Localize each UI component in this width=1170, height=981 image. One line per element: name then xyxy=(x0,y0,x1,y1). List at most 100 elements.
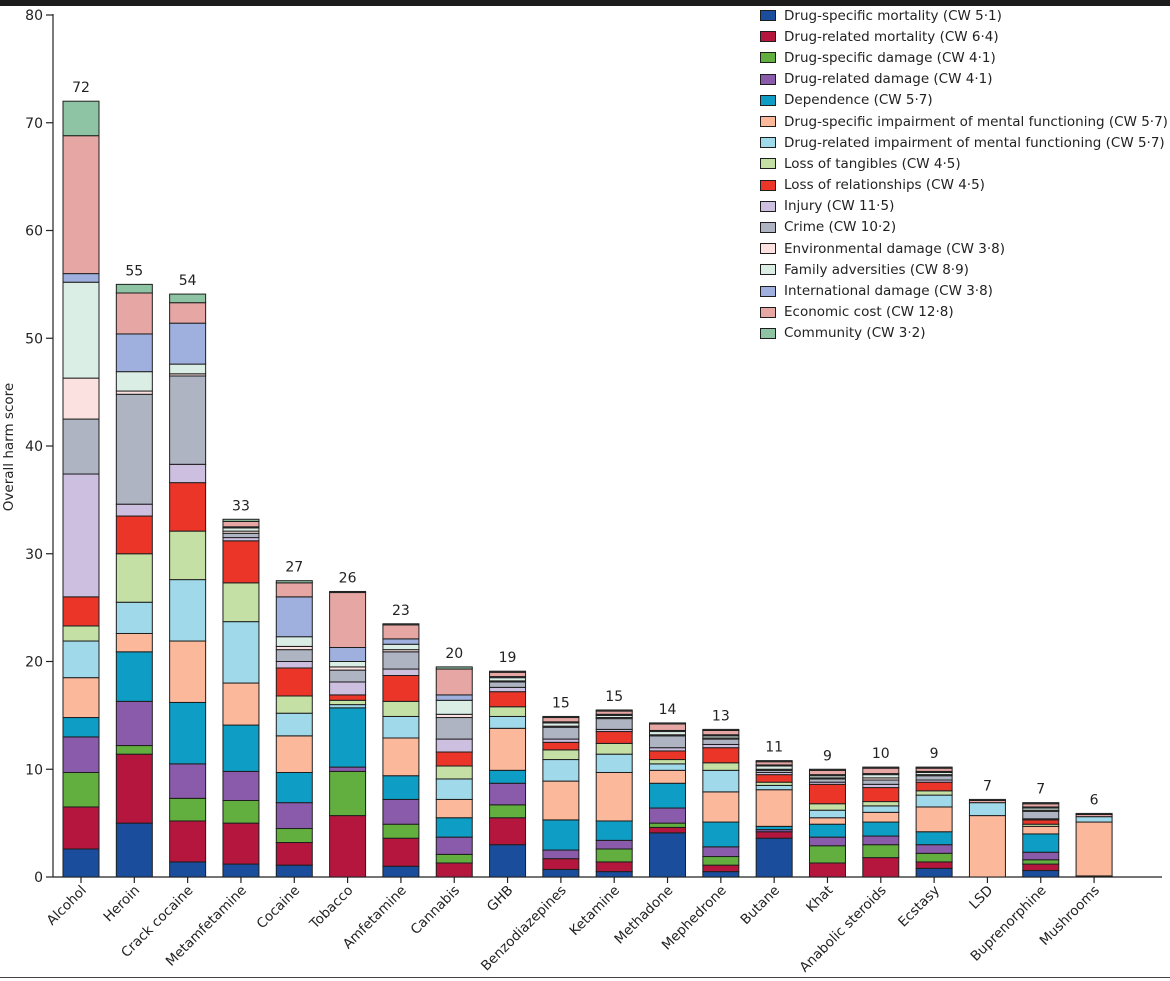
legend-label: Dependence (CW 5·7) xyxy=(784,92,933,109)
bar-segment xyxy=(915,852,953,863)
bar-total-label: 33 xyxy=(232,498,250,514)
legend-item: Drug-related mortality (CW 6·4) xyxy=(760,26,1168,47)
bar-segment xyxy=(968,798,1006,801)
bar-segment xyxy=(275,864,313,878)
bar-segment xyxy=(915,766,953,769)
bar-segment xyxy=(169,701,207,765)
bar-segment xyxy=(542,868,580,878)
bar-segment xyxy=(542,726,580,740)
bar-segment xyxy=(115,553,153,603)
bar-segment xyxy=(275,636,313,647)
bar-total-label: 10 xyxy=(872,746,890,762)
bar-segment xyxy=(275,667,313,697)
legend-swatch xyxy=(760,285,776,297)
bar-segment xyxy=(382,668,420,677)
bar-segment xyxy=(542,715,580,719)
legend-item: Drug-related impairment of mental functi… xyxy=(760,132,1168,153)
bar-segment xyxy=(915,806,953,833)
legend-label: Drug-related impairment of mental functi… xyxy=(784,134,1165,151)
bar-segment xyxy=(702,864,740,873)
bar-segment xyxy=(435,694,473,701)
bar-segment xyxy=(329,681,367,696)
bar-segment xyxy=(435,798,473,819)
y-axis-label: Overall harm score xyxy=(1,383,17,511)
bar-segment xyxy=(542,858,580,870)
legend-swatch xyxy=(760,137,776,149)
bar-total-label: 15 xyxy=(552,695,570,711)
bar-segment xyxy=(702,856,740,866)
bar-segment xyxy=(382,675,420,702)
legend-label: Drug-specific mortality (CW 5·1) xyxy=(784,7,1002,24)
bar-total-label: 13 xyxy=(712,708,730,724)
legend-swatch xyxy=(760,327,776,339)
bar-segment xyxy=(222,540,260,584)
legend-label: Environmental damage (CW 3·8) xyxy=(784,240,1006,257)
bar-segment xyxy=(1022,825,1060,835)
bar-segment xyxy=(968,802,1006,817)
bar-segment xyxy=(755,831,793,839)
legend-swatch xyxy=(760,243,776,255)
bar-segment xyxy=(169,640,207,703)
bar-segment xyxy=(62,377,100,420)
bar-total-label: 11 xyxy=(765,740,783,756)
bar-segment xyxy=(595,709,633,712)
legend-label: Drug-specific damage (CW 4·1) xyxy=(784,49,996,66)
bar-segment xyxy=(435,738,473,753)
bar-segment xyxy=(862,805,900,813)
bar-segment xyxy=(222,863,260,878)
bar-segment xyxy=(489,844,527,878)
bar-segment xyxy=(275,596,313,638)
bar-segment xyxy=(915,844,953,854)
bar-segment xyxy=(115,333,153,373)
bar-segment xyxy=(382,775,420,800)
bar-segment xyxy=(222,621,260,684)
bar-segment xyxy=(702,821,740,848)
bar-segment xyxy=(808,783,846,805)
legend-item: Family adversities (CW 8·9) xyxy=(760,259,1168,280)
bar-segment xyxy=(649,763,687,771)
bar-total-label: 9 xyxy=(930,746,939,762)
bar-segment xyxy=(62,273,100,283)
bar-segment xyxy=(62,640,100,679)
x-tick-label: Ketamine xyxy=(567,883,623,939)
bar-segment xyxy=(542,717,580,723)
bar-segment xyxy=(649,782,687,809)
bar-segment xyxy=(702,762,740,771)
bar-segment xyxy=(115,283,153,294)
bar-segment xyxy=(435,699,473,715)
bar-segment xyxy=(862,821,900,837)
bar-segment xyxy=(915,861,953,869)
bar-segment xyxy=(222,532,260,539)
legend-label: Drug-specific impairment of mental funct… xyxy=(784,113,1168,130)
bar-segment xyxy=(755,760,793,763)
bar-segment xyxy=(382,865,420,878)
bar-segment xyxy=(62,717,100,738)
legend-swatch xyxy=(760,264,776,276)
bar-segment xyxy=(862,779,900,785)
bar-segment xyxy=(595,861,633,873)
bar-segment xyxy=(329,707,367,768)
bar-segment xyxy=(808,862,846,878)
bar-segment xyxy=(1075,821,1113,877)
bar-segment xyxy=(62,806,100,850)
bar-segment xyxy=(222,770,260,801)
bar-segment xyxy=(649,807,687,824)
legend-label: Community (CW 3·2) xyxy=(784,325,926,342)
bar-segment xyxy=(595,871,633,878)
bar-segment xyxy=(1022,810,1060,820)
bar-segment xyxy=(808,823,846,838)
bar-segment xyxy=(115,515,153,555)
bar-segment xyxy=(382,737,420,777)
bar-segment xyxy=(169,322,207,365)
bar-segment xyxy=(222,822,260,865)
bar-segment xyxy=(435,836,473,855)
legend-label: Drug-related mortality (CW 6·4) xyxy=(784,28,999,45)
bar-segment xyxy=(115,601,153,634)
bar-segment xyxy=(169,302,207,324)
legend-label: Drug-related damage (CW 4·1) xyxy=(784,71,993,88)
x-tick-label: Heroin xyxy=(101,883,144,926)
bar-segment xyxy=(489,769,527,784)
bar-segment xyxy=(542,849,580,860)
bar-segment xyxy=(808,845,846,864)
legend-label: Loss of tangibles (CW 4·5) xyxy=(784,155,961,172)
